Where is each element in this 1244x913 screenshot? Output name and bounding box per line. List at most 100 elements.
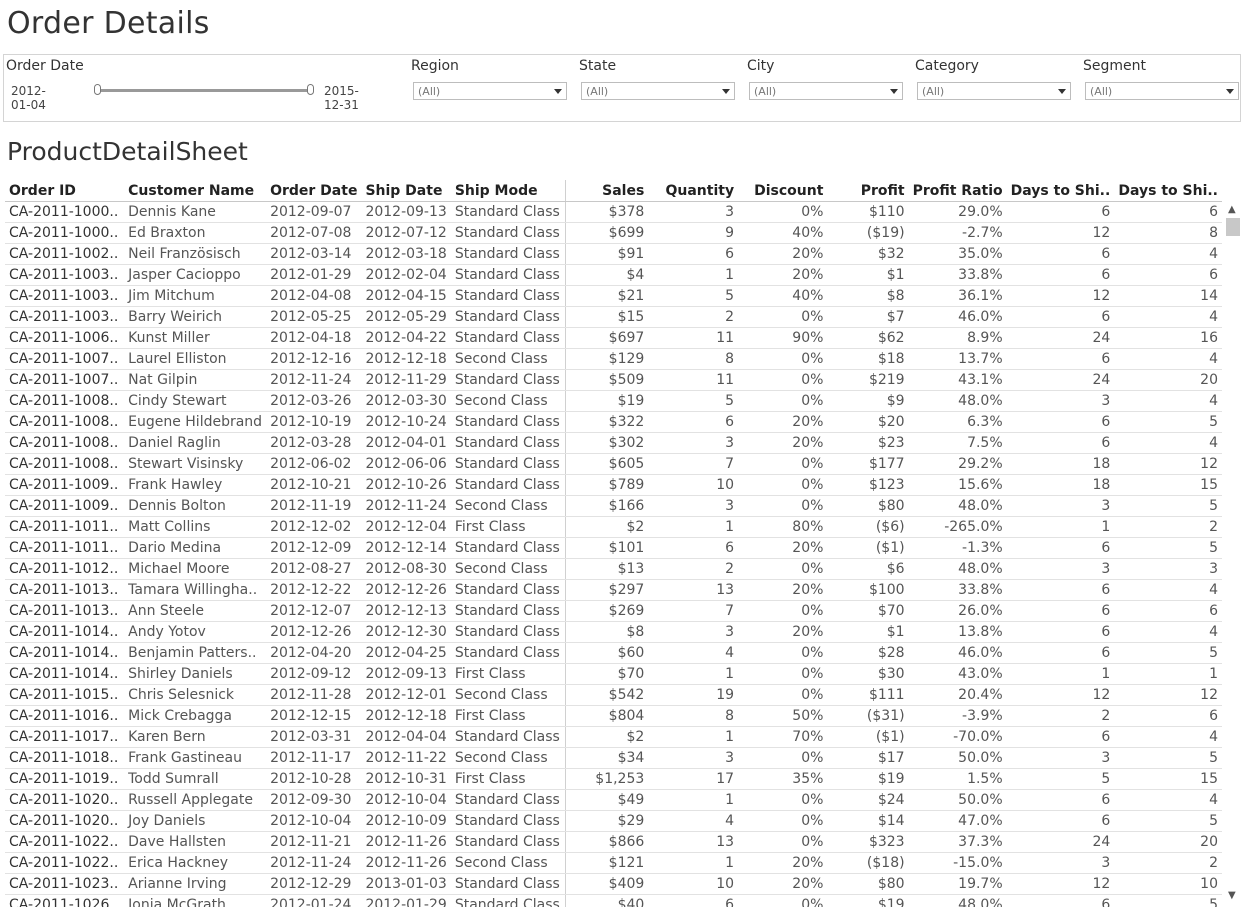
table-cell: 2012-11-26 (361, 831, 451, 853)
table-row[interactable]: CA-2011-1000.. Ed Braxton 2012-07-08 2012-0… (5, 222, 1222, 244)
scroll-up-icon[interactable]: ▲ (1228, 204, 1236, 215)
column-header[interactable]: Quantity (648, 180, 739, 202)
table-row[interactable]: CA-2011-1008.. Cindy Stewart 2012-03-26 201… (5, 390, 1222, 412)
table-cell: 2012-12-09 (266, 537, 362, 559)
table-row[interactable]: CA-2011-1009.. Dennis Bolton 2012-11-19 201… (5, 495, 1222, 517)
table-cell: 2012-12-26 (361, 579, 451, 601)
table-row[interactable]: CA-2011-1013.. Tamara Willingha.. 2012-12-… (5, 579, 1222, 601)
table-row[interactable]: CA-2011-1013.. Ann Steele 2012-12-07 2012-1… (5, 600, 1222, 622)
table-row[interactable]: CA-2011-1007.. Nat Gilpin 2012-11-24 2012-1… (5, 369, 1222, 391)
table-row[interactable]: CA-2011-1006.. Kunst Miller 2012-04-18 2012… (5, 327, 1222, 349)
table-cell: -1.3% (908, 537, 1007, 559)
table-row[interactable]: CA-2011-1017.. Karen Bern 2012-03-31 2012-0… (5, 726, 1222, 748)
table-cell: 2012-10-24 (361, 411, 451, 433)
table-cell: 6 (1006, 537, 1115, 559)
table-row[interactable]: CA-2011-1003.. Jim Mitchum 2012-04-08 2012-… (5, 285, 1222, 307)
table-row[interactable]: CA-2011-1018.. Frank Gastineau 2012-11-17 2… (5, 747, 1222, 769)
table-row[interactable]: CA-2011-1022.. Erica Hackney 2012-11-24 201… (5, 852, 1222, 874)
table-cell: 2012-08-27 (266, 558, 362, 580)
product-detail-table[interactable]: Order ID Customer Name Order Date Ship Date… (5, 180, 1222, 907)
table-row[interactable]: CA-2011-1008.. Eugene Hildebrand 2012-10-1… (5, 411, 1222, 433)
column-header[interactable]: Ship Date (361, 180, 451, 202)
table-cell: 40% (738, 285, 828, 307)
column-header[interactable]: Ship Mode (450, 180, 566, 202)
table-cell: $6 (827, 558, 909, 580)
table-cell: Karen Bern (124, 726, 267, 748)
table-cell: 48.0% (908, 390, 1007, 412)
table-row[interactable]: CA-2011-1022.. Dave Hallsten 2012-11-21 201… (5, 831, 1222, 853)
column-header[interactable]: Order Date (266, 180, 362, 202)
table-row[interactable]: CA-2011-1008.. Daniel Raglin 2012-03-28 201… (5, 432, 1222, 454)
table-cell: 2012-10-04 (266, 810, 362, 832)
table-cell: 33.8% (908, 264, 1007, 286)
table-row[interactable]: CA-2011-1007.. Laurel Elliston 2012-12-16 2… (5, 348, 1222, 370)
table-cell: 2012-10-04 (361, 789, 451, 811)
table-cell: Standard Class (450, 201, 566, 223)
table-row[interactable]: CA-2011-1015.. Chris Selesnick 2012-11-28 2… (5, 684, 1222, 706)
table-cell: 8 (648, 348, 739, 370)
slider-handle-end[interactable] (307, 84, 314, 95)
vertical-scrollbar[interactable]: ▲ ▼ (1224, 202, 1242, 907)
table-cell: 10 (1114, 873, 1222, 895)
table-row[interactable]: CA-2011-1016.. Mick Crebagga 2012-12-15 201… (5, 705, 1222, 727)
table-cell: CA-2011-1006.. (5, 327, 125, 349)
table-cell: 2012-12-02 (266, 516, 362, 538)
table-row[interactable]: CA-2011-1012.. Michael Moore 2012-08-27 201… (5, 558, 1222, 580)
scroll-down-icon[interactable]: ▼ (1228, 890, 1236, 901)
table-cell: $219 (827, 369, 909, 391)
table-row[interactable]: CA-2011-1020.. Joy Daniels 2012-10-04 2012-… (5, 810, 1222, 832)
table-row[interactable]: CA-2011-1003.. Jasper Cacioppo 2012-01-29 2… (5, 264, 1222, 286)
table-row[interactable]: CA-2011-1014.. Benjamin Patters.. 2012-04-… (5, 642, 1222, 664)
table-row[interactable]: CA-2011-1003.. Barry Weirich 2012-05-25 201… (5, 306, 1222, 328)
column-header[interactable]: Discount (738, 180, 828, 202)
table-row[interactable]: CA-2011-1009.. Frank Hawley 2012-10-21 2012… (5, 474, 1222, 496)
column-header[interactable]: Days to Shi.. (1006, 180, 1115, 202)
table-cell: 2012-04-01 (361, 432, 451, 454)
table-row[interactable]: CA-2011-1014.. Shirley Daniels 2012-09-12 2… (5, 663, 1222, 685)
table-cell: 6 (1006, 621, 1115, 643)
table-cell: 13.7% (908, 348, 1007, 370)
table-cell: 2012-12-04 (361, 516, 451, 538)
category-dropdown[interactable]: (All) (917, 82, 1071, 100)
table-cell: 0% (738, 201, 828, 223)
table-row[interactable]: CA-2011-1008.. Stewart Visinsky 2012-06-02… (5, 453, 1222, 475)
table-cell: 2012-01-29 (266, 264, 362, 286)
table-cell: 6 (1006, 789, 1115, 811)
table-row[interactable]: CA-2011-1019.. Todd Sumrall 2012-10-28 2012… (5, 768, 1222, 790)
table-cell: 2012-04-22 (361, 327, 451, 349)
scroll-thumb[interactable] (1226, 218, 1240, 236)
table-cell: 6 (1114, 201, 1222, 223)
table-cell: $21 (565, 285, 649, 307)
column-header[interactable]: Profit Ratio (908, 180, 1007, 202)
table-row[interactable]: CA-2011-1000.. Dennis Kane 2012-09-07 2012-… (5, 201, 1222, 223)
table-cell: 29.0% (908, 201, 1007, 223)
table-row[interactable]: CA-2011-1026.. Ionia McGrath 2012-01-24 201… (5, 894, 1222, 907)
table-cell: $29 (565, 810, 649, 832)
column-header[interactable]: Customer Name (124, 180, 267, 202)
table-cell: 2012-04-18 (266, 327, 362, 349)
table-cell: 2012-04-20 (266, 642, 362, 664)
table-row[interactable]: CA-2011-1020.. Russell Applegate 2012-09-3… (5, 789, 1222, 811)
table-row[interactable]: CA-2011-1023.. Arianne Irving 2012-12-29 20… (5, 873, 1222, 895)
table-cell: Jim Mitchum (124, 285, 267, 307)
table-cell: 19 (648, 684, 739, 706)
region-dropdown[interactable]: (All) (413, 82, 567, 100)
city-dropdown[interactable]: (All) (749, 82, 903, 100)
table-cell: 0% (738, 810, 828, 832)
table-row[interactable]: CA-2011-1011.. Matt Collins 2012-12-02 2012… (5, 516, 1222, 538)
table-cell: Russell Applegate (124, 789, 267, 811)
table-row[interactable]: CA-2011-1014.. Andy Yotov 2012-12-26 2012-1… (5, 621, 1222, 643)
segment-dropdown[interactable]: (All) (1085, 82, 1239, 100)
slider-handle-start[interactable] (94, 84, 101, 95)
table-row[interactable]: CA-2011-1011.. Dario Medina 2012-12-09 2012… (5, 537, 1222, 559)
table-cell: 0% (738, 495, 828, 517)
column-header[interactable]: Days to Shi.. (1114, 180, 1222, 202)
table-cell: 4 (1114, 432, 1222, 454)
column-header[interactable]: Order ID (5, 180, 125, 202)
state-dropdown[interactable]: (All) (581, 82, 735, 100)
table-cell: 48.0% (908, 558, 1007, 580)
column-header[interactable]: Sales (565, 180, 649, 202)
table-row[interactable]: CA-2011-1002.. Neil Französisch 2012-03-14… (5, 243, 1222, 265)
column-header[interactable]: Profit (827, 180, 909, 202)
slider-track[interactable] (98, 89, 312, 92)
